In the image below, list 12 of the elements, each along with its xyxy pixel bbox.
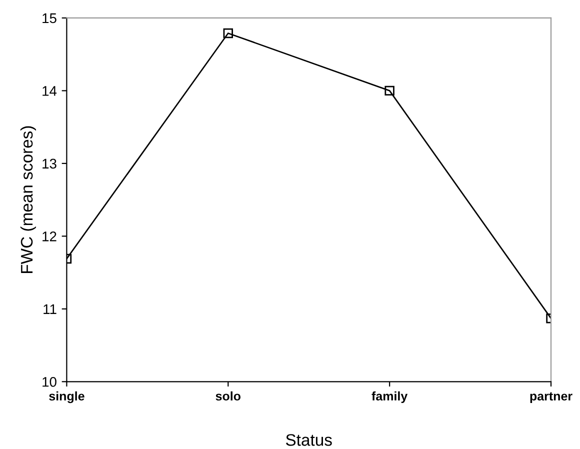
x-tick-label: family: [372, 391, 408, 404]
x-tick-label: single: [49, 391, 84, 404]
y-tick-label: 10: [42, 376, 56, 387]
y-tick-label: 13: [42, 158, 56, 169]
y-axis-title: FWC (mean scores): [20, 126, 36, 273]
y-tick-label: 14: [42, 86, 57, 96]
x-tick-label: partner: [530, 392, 572, 404]
x-axis-title: Status: [286, 434, 332, 446]
y-tick-label: 12: [42, 232, 56, 242]
y-tick-label: 11: [44, 304, 56, 314]
y-tick-label: 15: [42, 13, 56, 24]
x-tick-label: solo: [216, 391, 240, 401]
